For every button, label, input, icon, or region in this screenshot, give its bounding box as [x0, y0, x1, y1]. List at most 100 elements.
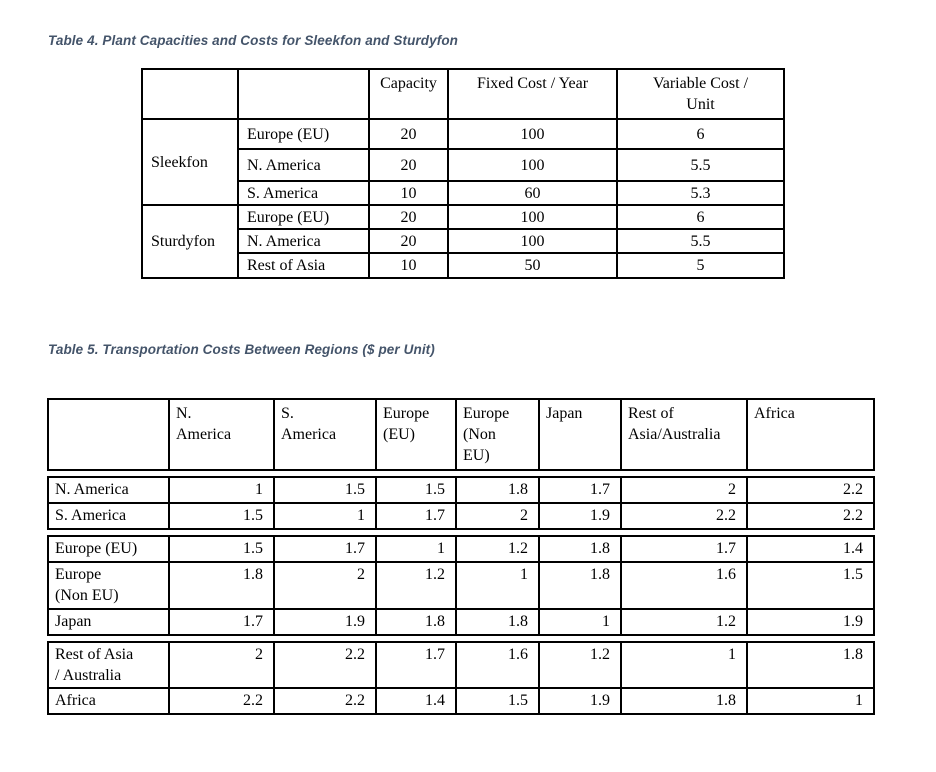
- capacity-cell: 20: [368, 204, 449, 231]
- table4-header-row-container: Capacity Fixed Cost / Year Variable Cost /…: [141, 67, 785, 121]
- table-row: N. America 20 100 5.5: [142, 148, 785, 183]
- cost-value-cell: 1.8: [455, 607, 540, 636]
- column-header-cell: Europe (EU): [375, 397, 457, 472]
- region-label-cell: Japan: [47, 607, 170, 636]
- cost-value-cell: 1.5: [168, 502, 275, 531]
- cost-value-cell: 1.7: [168, 607, 275, 636]
- table5-section-asia-africa: Rest of Asia / Australia 2 2.2 1.7 1.6 1.2 1 1.…: [47, 640, 875, 715]
- table-row: S. America 1.5 1 1.7 2 1.9 2.2 2.2: [47, 502, 875, 531]
- table5-section-body: N. America 1 1.5 1.5 1.8 1.7 2 2.2 S. America 1.5…: [47, 476, 875, 531]
- cost-value-cell: 1.4: [746, 535, 875, 564]
- column-header-cell: Rest of Asia/Australia: [620, 397, 748, 472]
- table-row: Rest of Asia 10 50 5: [142, 252, 785, 280]
- cost-value-cell: 1.9: [746, 607, 875, 636]
- table-row: Sturdyfon Europe (EU) 20 100 6: [141, 204, 785, 280]
- table5-header-row-container: N. America S. America Europe (EU) Europe (N…: [47, 397, 875, 472]
- cost-value-cell: 1.7: [375, 502, 457, 531]
- cost-value-cell: 2.2: [273, 640, 377, 689]
- table-row: Europe (EU) 1.5 1.7 1 1.2 1.8 1.7 1.4: [47, 535, 875, 564]
- cost-value-cell: 2.2: [620, 502, 748, 531]
- cost-value-cell: 2.2: [273, 686, 377, 715]
- cost-value-cell: 1: [168, 476, 275, 505]
- cost-value-cell: 1.9: [538, 686, 622, 715]
- region-cell: N. America: [237, 148, 370, 183]
- cost-value-cell: 1.4: [375, 686, 457, 715]
- table4-body: Sleekfon Europe (EU) 20 100 6 N. America 20 100…: [141, 118, 785, 280]
- table-row: S. America 10 60 5.3: [142, 180, 785, 207]
- variable-cost-cell: 5.3: [616, 180, 785, 207]
- company-name-cell: Sturdyfon: [141, 204, 239, 280]
- column-header-cell: Europe (Non EU): [455, 397, 540, 472]
- variable-cost-cell: 5.5: [616, 228, 785, 255]
- capacity-cell: 20: [368, 118, 449, 151]
- cost-value-cell: 1.8: [375, 607, 457, 636]
- cost-value-cell: 2.2: [168, 686, 275, 715]
- transportation-costs-table: N. America S. America Europe (EU) Europe (N…: [47, 397, 875, 715]
- capacity-cell: 10: [368, 180, 449, 207]
- plant-capacities-table-grid: Capacity Fixed Cost / Year Variable Cost /…: [141, 67, 785, 280]
- cost-value-cell: 1: [273, 502, 377, 531]
- region-cell: S. America: [237, 180, 370, 207]
- column-header-cell: [47, 397, 170, 472]
- column-header-cell: Fixed Cost / Year: [447, 67, 618, 121]
- cost-value-cell: 1.8: [455, 476, 540, 505]
- table-row: Sleekfon Europe (EU) 20 100 6: [141, 118, 785, 207]
- cost-value-cell: 2.2: [746, 476, 875, 505]
- cost-value-cell: 2: [168, 640, 275, 689]
- region-label-cell: N. America: [47, 476, 170, 505]
- plant-capacities-table: Capacity Fixed Cost / Year Variable Cost /…: [141, 67, 785, 280]
- table5-section-europe-japan: Europe (EU) 1.5 1.7 1 1.2 1.8 1.7 1.4 Europe (No…: [47, 535, 875, 636]
- column-header-cell: Africa: [746, 397, 875, 472]
- fixed-cost-cell: 60: [447, 180, 618, 207]
- table-row: Rest of Asia / Australia 2 2.2 1.7 1.6 1.2 1 1.…: [47, 640, 875, 689]
- cost-value-cell: 1.6: [455, 640, 540, 689]
- cost-value-cell: 1.5: [455, 686, 540, 715]
- fixed-cost-cell: 100: [447, 118, 618, 151]
- cost-value-cell: 1.7: [375, 640, 457, 689]
- region-label-cell: S. America: [47, 502, 170, 531]
- table-row: N. America 20 100 5.5: [142, 228, 785, 255]
- region-label-cell: Rest of Asia / Australia: [47, 640, 170, 689]
- table-row: Europe (Non EU) 1.8 2 1.2 1 1.8 1.6 1.5: [47, 561, 875, 610]
- table5-caption: Table 5. Transportation Costs Between Re…: [48, 342, 435, 357]
- region-cell: Europe (EU): [237, 118, 370, 151]
- column-header-cell: [237, 67, 370, 121]
- cost-value-cell: 1.7: [620, 535, 748, 564]
- cost-value-cell: 1.2: [455, 535, 540, 564]
- table5-section-body: Rest of Asia / Australia 2 2.2 1.7 1.6 1.2 1 1.…: [47, 640, 875, 715]
- variable-cost-cell: 5.5: [616, 148, 785, 183]
- cost-value-cell: 1.2: [538, 640, 622, 689]
- cost-value-cell: 2.2: [746, 502, 875, 531]
- cost-value-cell: 1.8: [538, 535, 622, 564]
- cost-value-cell: 1.5: [746, 561, 875, 610]
- column-header-cell: Capacity: [368, 67, 449, 121]
- region-label-cell: Europe (EU): [47, 535, 170, 564]
- cost-value-cell: 2: [455, 502, 540, 531]
- cost-value-cell: 1: [375, 535, 457, 564]
- cost-value-cell: 1.5: [375, 476, 457, 505]
- region-cell: Europe (EU): [237, 204, 370, 231]
- fixed-cost-cell: 100: [447, 148, 618, 183]
- cost-value-cell: 1: [620, 640, 748, 689]
- fixed-cost-cell: 100: [447, 228, 618, 255]
- variable-cost-cell: 6: [616, 118, 785, 151]
- cost-value-cell: 1.9: [538, 502, 622, 531]
- column-header-cell: N. America: [168, 397, 275, 472]
- column-header-cell: Japan: [538, 397, 622, 472]
- table-row: Africa 2.2 2.2 1.4 1.5 1.9 1.8 1: [47, 686, 875, 715]
- cost-value-cell: 1: [455, 561, 540, 610]
- capacity-cell: 20: [368, 148, 449, 183]
- table5-section-americas: N. America 1 1.5 1.5 1.8 1.7 2 2.2 S. America 1.5…: [47, 476, 875, 531]
- cost-value-cell: 1.5: [273, 476, 377, 505]
- company-name-cell: Sleekfon: [141, 118, 239, 207]
- variable-cost-cell: 5: [616, 252, 785, 280]
- cost-value-cell: 1.2: [620, 607, 748, 636]
- column-header-cell: Variable Cost / Unit: [616, 67, 785, 121]
- cost-value-cell: 1.8: [746, 640, 875, 689]
- capacity-cell: 10: [368, 252, 449, 280]
- table-row: N. America 1 1.5 1.5 1.8 1.7 2 2.2: [47, 476, 875, 505]
- cost-value-cell: 1.8: [620, 686, 748, 715]
- variable-cost-cell: 6: [616, 204, 785, 231]
- cost-value-cell: 1.7: [273, 535, 377, 564]
